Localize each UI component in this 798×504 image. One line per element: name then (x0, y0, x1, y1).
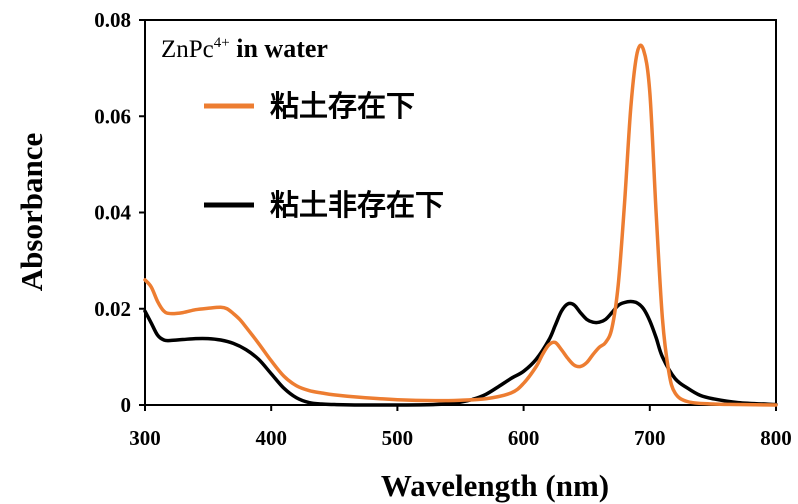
y-axis-ticks: 0 0.02 0.04 0.06 0.08 (94, 8, 145, 417)
y-tick-label: 0.04 (94, 201, 131, 225)
compound-name: ZnPc (161, 36, 214, 63)
legend-label-with-clay: 粘土存在下 (270, 89, 415, 123)
plot-area (144, 19, 777, 406)
x-tick-label: 800 (760, 426, 792, 450)
series-layer (143, 43, 778, 407)
y-tick-label: 0.08 (94, 8, 131, 32)
x-axis-label: Wavelength (nm) (381, 468, 609, 503)
x-axis-ticks: 300 400 500 600 700 800 (129, 405, 792, 450)
series-line-with-clay (143, 43, 778, 407)
y-axis-label: Absorbance (14, 133, 49, 291)
sample-annotation: ZnPc4+ in water (161, 34, 328, 63)
x-tick-label: 700 (634, 426, 666, 450)
charge-superscript: 4+ (214, 35, 230, 51)
x-tick-label: 300 (129, 426, 161, 450)
x-tick-label: 400 (255, 426, 287, 450)
series-line-without-clay (143, 299, 778, 407)
y-tick-label: 0.02 (94, 297, 131, 321)
x-tick-label: 500 (382, 426, 414, 450)
y-tick-label: 0 (121, 393, 132, 417)
legend: 粘土存在下 粘土非存在下 (204, 89, 444, 222)
medium-text: in water (230, 34, 328, 63)
y-tick-label: 0.06 (94, 104, 131, 128)
x-tick-label: 600 (508, 426, 540, 450)
legend-label-without-clay: 粘土非存在下 (270, 188, 444, 222)
